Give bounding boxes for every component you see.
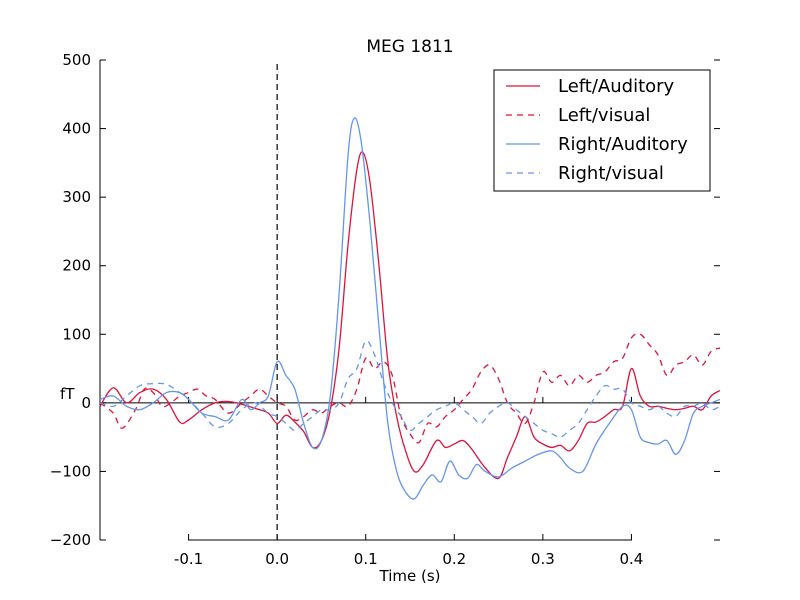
y-tick-label: −200 <box>50 531 91 549</box>
series-layer <box>99 117 721 500</box>
x-tick-label: -0.1 <box>174 550 203 568</box>
legend-label-left-visual: Left/visual <box>558 105 650 126</box>
series-line-right-visual <box>99 340 721 438</box>
legend-label-right-auditory: Right/Auditory <box>558 134 688 155</box>
y-ticks: −200 −100 0 100 200 300 400 500 <box>50 51 720 549</box>
series-line-left-auditory <box>99 151 721 480</box>
y-axis-label: fT <box>60 385 75 403</box>
x-ticks: -0.1 0.0 0.1 0.2 0.3 0.4 <box>174 396 643 568</box>
x-axis-label: Time (s) <box>379 567 441 585</box>
y-tick-label: −100 <box>50 462 91 480</box>
chart-title: MEG 1811 <box>366 37 453 57</box>
legend-box <box>493 69 711 192</box>
axes <box>99 60 632 541</box>
y-tick-label: 300 <box>62 188 91 206</box>
x-tick-label: 0.3 <box>531 550 555 568</box>
y-tick-label: 400 <box>62 120 91 138</box>
x-tick-label: 0.0 <box>265 550 289 568</box>
x-tick-label: 0.1 <box>354 550 378 568</box>
x-tick-label: 0.2 <box>442 550 466 568</box>
series-line-right-auditory <box>99 117 721 500</box>
y-tick-label: 0 <box>81 394 91 412</box>
legend-label-right-visual: Right/visual <box>558 163 664 184</box>
y-tick-label: 100 <box>62 325 91 343</box>
y-tick-label: 500 <box>62 51 91 69</box>
y-tick-label: 200 <box>62 257 91 275</box>
series-line-left-visual <box>99 333 721 444</box>
x-tick-label: 0.4 <box>619 550 643 568</box>
legend: Left/Auditory Left/visual Right/Auditory Ri… <box>493 69 711 192</box>
legend-label-left-auditory: Left/Auditory <box>558 76 675 97</box>
